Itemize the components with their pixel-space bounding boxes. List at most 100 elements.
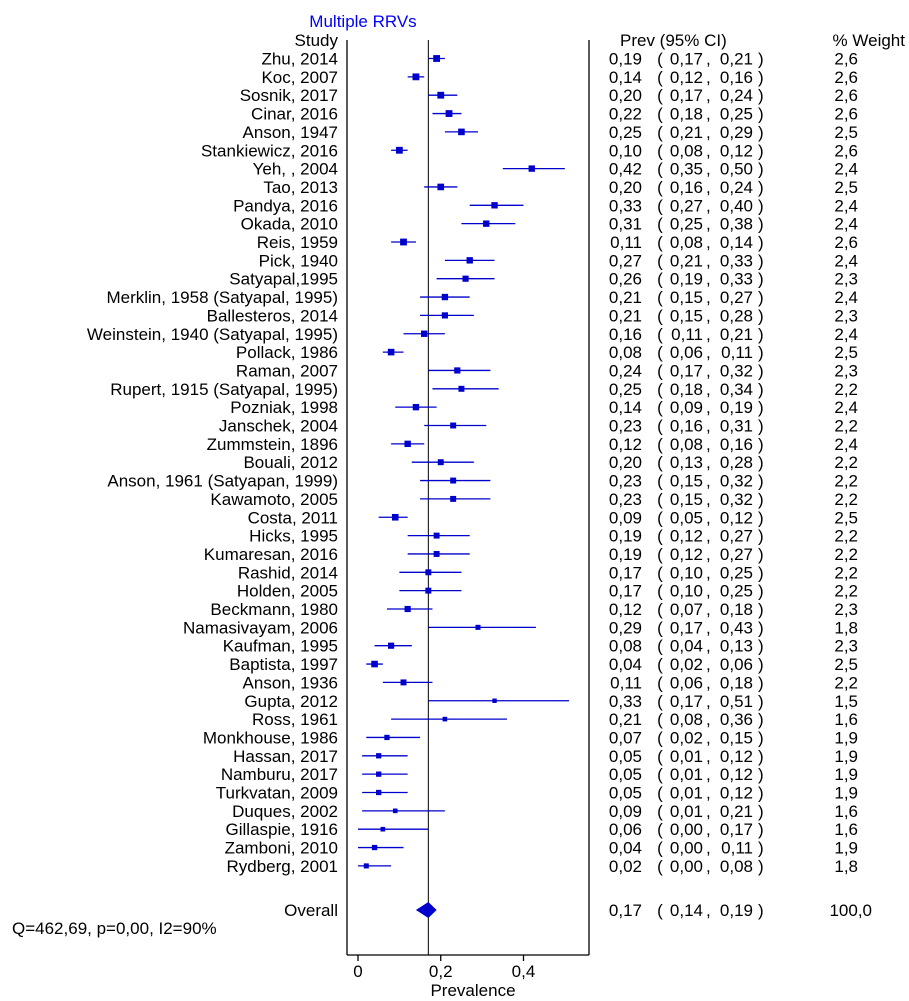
weight-value: 2,2 xyxy=(834,582,858,601)
ci-open-paren: ( xyxy=(657,563,663,582)
ci-close-paren: ) xyxy=(758,784,764,803)
ci-lower-value: 0,01 xyxy=(670,802,703,821)
ci-comma: , xyxy=(706,710,711,729)
weight-value: 1,8 xyxy=(834,618,858,637)
weight-value: 2,3 xyxy=(834,637,858,656)
ci-lower-value: 0,06 xyxy=(670,673,703,692)
overall-prev-value: 0,17 xyxy=(609,901,642,920)
study-label: Anson, 1936 xyxy=(243,673,338,692)
ci-open-paren: ( xyxy=(657,123,663,142)
study-label: Koc, 2007 xyxy=(261,68,338,87)
ci-open-paren: ( xyxy=(657,490,663,509)
point-estimate xyxy=(412,403,420,411)
prev-value: 0,05 xyxy=(609,765,642,784)
point-estimate xyxy=(425,587,432,594)
study-label: Rupert, 1915 (Satyapal, 1995) xyxy=(110,380,338,399)
ci-upper-value: 0,50 xyxy=(720,160,753,179)
point-estimate xyxy=(387,348,395,356)
ci-upper-value: 0,27 xyxy=(720,545,753,564)
ci-open-paren: ( xyxy=(657,141,663,160)
point-estimate xyxy=(400,238,407,246)
ci-upper-value: 0,25 xyxy=(720,105,753,124)
ci-comma: , xyxy=(706,655,711,674)
point-estimate xyxy=(391,513,399,521)
heterogeneity-statistics: Q=462,69, p=0,00, I2=90% xyxy=(12,919,217,938)
point-estimate xyxy=(400,679,407,686)
ci-upper-value: 0,21 xyxy=(720,50,753,69)
overall-diamond xyxy=(415,902,437,918)
point-estimate xyxy=(412,73,420,81)
ci-lower-value: 0,08 xyxy=(670,435,703,454)
ci-upper-value: 0,28 xyxy=(720,306,753,325)
ci-open-paren: ( xyxy=(657,288,663,307)
ci-upper-value: 0,17 xyxy=(720,820,753,839)
ci-upper-value: 0,18 xyxy=(720,673,753,692)
prev-value: 0,27 xyxy=(609,251,642,270)
ci-close-paren: ) xyxy=(758,692,764,711)
ci-close-paren: ) xyxy=(758,765,764,784)
weight-value: 2,2 xyxy=(834,453,858,472)
ci-close-paren: ) xyxy=(758,618,764,637)
study-label: Gupta, 2012 xyxy=(244,692,338,711)
ci-upper-value: 0,21 xyxy=(720,325,753,344)
study-label: Rashid, 2014 xyxy=(238,563,338,582)
study-label: Zummstein, 1896 xyxy=(207,435,338,454)
ci-close-paren: ) xyxy=(758,637,764,656)
ci-lower-value: 0,18 xyxy=(670,380,703,399)
ci-open-paren: ( xyxy=(657,380,663,399)
study-label: Pandya, 2016 xyxy=(233,196,338,215)
ci-upper-value: 0,13 xyxy=(720,637,753,656)
study-label: Sosnik, 2017 xyxy=(240,86,338,105)
ci-column-header: Prev (95% CI) xyxy=(620,31,727,50)
point-estimate xyxy=(388,642,395,649)
ci-open-paren: ( xyxy=(657,839,663,858)
ci-open-paren: ( xyxy=(657,857,663,876)
point-estimate xyxy=(380,826,386,832)
ci-close-paren: ) xyxy=(758,655,764,674)
ci-comma: , xyxy=(706,692,711,711)
ci-lower-value: 0,05 xyxy=(670,508,703,527)
ci-comma: , xyxy=(706,765,711,784)
overall-ci-lower-value: 0,14 xyxy=(670,901,703,920)
study-label: Kaufman, 1995 xyxy=(223,637,338,656)
weight-value: 1,6 xyxy=(834,710,858,729)
point-estimate xyxy=(433,550,440,557)
prev-value: 0,05 xyxy=(609,747,642,766)
weight-value: 2,4 xyxy=(834,251,858,270)
ci-close-paren: ) xyxy=(758,270,764,289)
prev-value: 0,04 xyxy=(609,655,642,674)
ci-lower-value: 0,15 xyxy=(670,288,703,307)
weight-value: 1,9 xyxy=(834,747,858,766)
study-label: Hassan, 2017 xyxy=(233,747,338,766)
ci-comma: , xyxy=(706,270,711,289)
study-marks xyxy=(358,40,570,955)
point-estimate xyxy=(441,312,448,319)
ci-upper-value: 0,18 xyxy=(720,600,753,619)
weight-value: 2,4 xyxy=(834,325,858,344)
ci-open-paren: ( xyxy=(657,178,663,197)
weight-value: 1,9 xyxy=(834,784,858,803)
ci-lower-value: 0,04 xyxy=(670,637,703,656)
prev-value: 0,17 xyxy=(609,563,642,582)
study-label: Beckmann, 1980 xyxy=(210,600,338,619)
ci-lower-value: 0,07 xyxy=(670,600,703,619)
ci-close-paren: ) xyxy=(758,251,764,270)
point-estimate xyxy=(458,385,465,392)
prev-value: 0,20 xyxy=(609,453,642,472)
point-estimate xyxy=(458,128,465,136)
prev-value: 0,23 xyxy=(609,417,642,436)
ci-comma: , xyxy=(706,527,711,546)
ci-upper-value: 0,51 xyxy=(720,692,753,711)
ci-comma: , xyxy=(706,802,711,821)
ci-open-paren: ( xyxy=(657,728,663,747)
study-label: Satyapal,1995 xyxy=(229,270,338,289)
point-estimate xyxy=(528,165,535,172)
study-label: Stankiewicz, 2016 xyxy=(201,141,338,160)
point-estimate xyxy=(442,716,448,722)
prev-value: 0,07 xyxy=(609,728,642,747)
ci-upper-value: 0,12 xyxy=(720,747,753,766)
ci-comma: , xyxy=(706,251,711,270)
point-estimate xyxy=(363,863,369,869)
ci-close-paren: ) xyxy=(758,380,764,399)
prev-value: 0,14 xyxy=(609,398,642,417)
